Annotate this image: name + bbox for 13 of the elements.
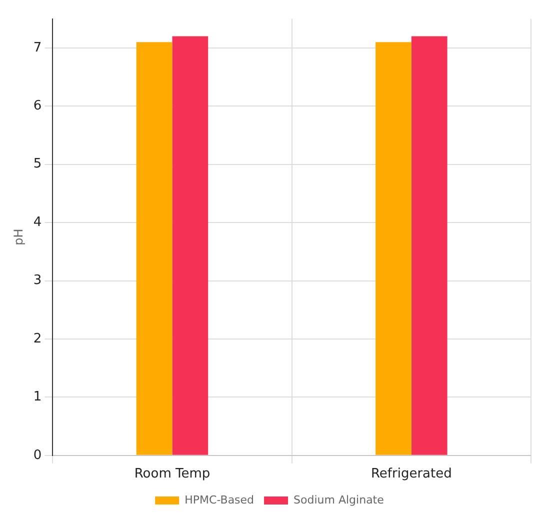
- x-tick-label: Room Temp: [134, 466, 210, 482]
- y-axis-title: pH: [11, 228, 26, 246]
- y-tick-label: 1: [33, 390, 42, 405]
- y-tick-label: 3: [33, 273, 42, 288]
- y-tick-label: 2: [33, 331, 42, 346]
- y-tick-label: 6: [33, 98, 42, 114]
- y-tick-label: 4: [33, 214, 42, 230]
- legend-label: HPMC-Based: [184, 493, 254, 506]
- y-tick-label: 7: [33, 40, 42, 56]
- legend-label: Sodium Alginate: [294, 493, 384, 506]
- y-tick-label: 0: [33, 448, 42, 463]
- y-tick-label: 5: [33, 156, 42, 172]
- x-tick-label: Refrigerated: [370, 466, 452, 482]
